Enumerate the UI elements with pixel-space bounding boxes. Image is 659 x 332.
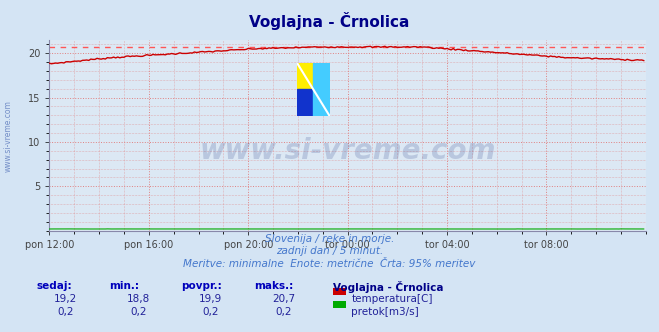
Text: 0,2: 0,2	[275, 307, 292, 317]
Text: Voglajna - Črnolica: Voglajna - Črnolica	[249, 12, 410, 30]
Text: 18,8: 18,8	[127, 294, 150, 304]
Text: maks.:: maks.:	[254, 281, 293, 290]
Text: www.si-vreme.com: www.si-vreme.com	[200, 136, 496, 165]
Text: www.si-vreme.com: www.si-vreme.com	[4, 100, 13, 172]
Text: 19,9: 19,9	[199, 294, 223, 304]
Text: min.:: min.:	[109, 281, 139, 290]
Text: pretok[m3/s]: pretok[m3/s]	[351, 307, 419, 317]
Text: Voglajna - Črnolica: Voglajna - Črnolica	[333, 281, 444, 292]
Bar	[297, 63, 313, 90]
Text: Meritve: minimalne  Enote: metrične  Črta: 95% meritev: Meritve: minimalne Enote: metrične Črta:…	[183, 259, 476, 269]
Text: 19,2: 19,2	[54, 294, 78, 304]
Bar	[313, 63, 330, 90]
Bar	[297, 90, 313, 116]
Text: zadnji dan / 5 minut.: zadnji dan / 5 minut.	[276, 246, 383, 256]
Bar	[313, 90, 330, 116]
Text: 20,7: 20,7	[272, 294, 295, 304]
Text: temperatura[C]: temperatura[C]	[351, 294, 433, 304]
Text: sedaj:: sedaj:	[36, 281, 72, 290]
Text: 0,2: 0,2	[202, 307, 219, 317]
Text: 0,2: 0,2	[130, 307, 147, 317]
Text: 0,2: 0,2	[57, 307, 74, 317]
Text: Slovenija / reke in morje.: Slovenija / reke in morje.	[265, 234, 394, 244]
Text: povpr.:: povpr.:	[181, 281, 222, 290]
